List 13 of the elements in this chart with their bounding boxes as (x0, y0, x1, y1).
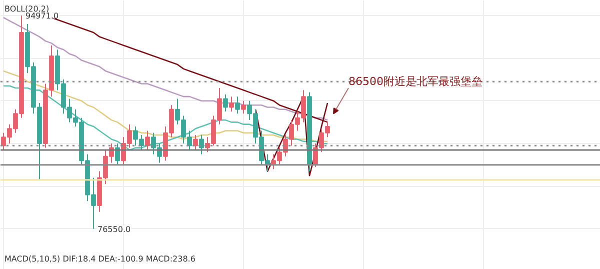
text: BOLL(20,2) (4, 4, 50, 14)
text: MACD(5,10,5) DIF:18.4 DEA:-100.9 MACD:238.6 (4, 254, 196, 264)
candlestick (229, 96, 234, 112)
annotation: 76550.0 (98, 224, 131, 234)
candlestick (115, 143, 120, 166)
candlestick (145, 130, 150, 150)
candlestick (241, 100, 246, 114)
candlestick (193, 134, 198, 150)
candlestick (199, 134, 204, 155)
text: 86500附近是北军最强堡垒 (348, 75, 482, 88)
annotation: 94971.0 (26, 11, 59, 20)
candlestick (235, 96, 240, 114)
candlestick (223, 94, 228, 112)
